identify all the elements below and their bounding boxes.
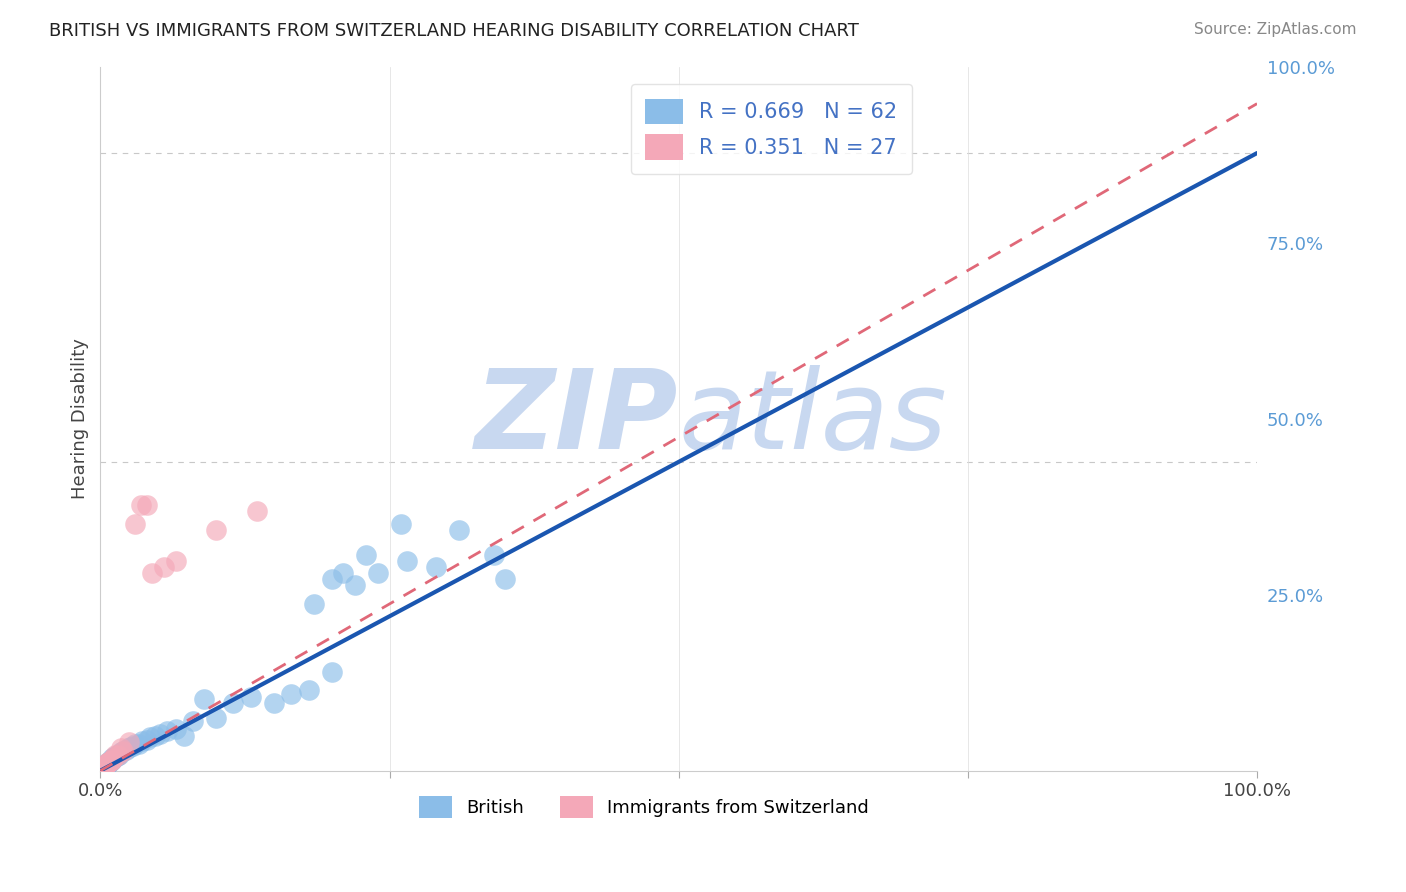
Point [97, 756, 120, 771]
Point [356, 548, 378, 562]
Point [107, 747, 129, 762]
Point [131, 734, 153, 748]
Point [91, 761, 114, 775]
Point [94, 758, 117, 772]
Point [94, 758, 117, 772]
Point [494, 572, 516, 586]
Point [425, 560, 447, 574]
Text: atlas: atlas [679, 365, 948, 472]
Text: ZIP: ZIP [475, 365, 679, 472]
Point [156, 724, 179, 739]
Point [97, 755, 120, 769]
Point [94, 758, 117, 772]
Point [94, 757, 117, 772]
Point [118, 735, 141, 749]
Point [108, 747, 131, 762]
Point [96, 757, 118, 772]
Point [98, 755, 121, 769]
Point [105, 748, 128, 763]
Point [297, 683, 319, 698]
Point [110, 741, 132, 756]
Point [389, 516, 412, 531]
Point [263, 696, 285, 710]
Point [101, 751, 124, 765]
Point [104, 748, 127, 763]
Point [304, 597, 326, 611]
Point [90, 763, 112, 777]
Point [104, 747, 127, 762]
Point [91, 761, 114, 775]
Point [135, 732, 157, 747]
Point [112, 744, 135, 758]
Point [205, 523, 228, 537]
Point [482, 548, 505, 562]
Point [100, 754, 122, 768]
Point [110, 745, 132, 759]
Point [117, 741, 139, 756]
Point [153, 560, 176, 574]
Text: Source: ZipAtlas.com: Source: ZipAtlas.com [1194, 22, 1357, 37]
Point [100, 754, 122, 768]
Point [141, 566, 163, 580]
Point [205, 710, 228, 724]
Point [97, 756, 120, 771]
Point [173, 729, 195, 743]
Point [280, 687, 302, 701]
Point [91, 760, 114, 774]
Point [120, 740, 142, 755]
Point [239, 690, 262, 704]
Point [149, 726, 172, 740]
Point [321, 665, 343, 679]
Point [222, 696, 245, 710]
Point [91, 761, 114, 775]
Point [94, 757, 117, 772]
Point [97, 755, 120, 769]
Point [343, 578, 366, 592]
Point [165, 722, 187, 736]
Point [135, 498, 157, 512]
Y-axis label: Hearing Disability: Hearing Disability [72, 338, 89, 500]
Point [107, 747, 129, 762]
Point [103, 751, 125, 765]
Point [94, 757, 117, 772]
Point [112, 744, 135, 758]
Point [94, 760, 117, 774]
Point [332, 566, 354, 580]
Point [98, 754, 121, 768]
Point [447, 523, 470, 537]
Point [101, 753, 124, 767]
Point [128, 737, 150, 751]
Point [93, 760, 115, 774]
Point [121, 739, 143, 753]
Point [96, 757, 118, 772]
Point [143, 729, 166, 743]
Point [114, 742, 136, 756]
Point [93, 760, 115, 774]
Point [93, 761, 115, 775]
Point [395, 554, 418, 568]
Point [181, 714, 204, 729]
Point [321, 572, 343, 586]
Point [96, 756, 118, 771]
Point [129, 498, 152, 512]
Point [245, 504, 267, 518]
Point [101, 751, 124, 765]
Point [193, 692, 215, 706]
Point [367, 566, 389, 580]
Point [94, 758, 117, 772]
Point [139, 731, 162, 745]
Point [90, 763, 112, 777]
Legend: British, Immigrants from Switzerland: British, Immigrants from Switzerland [412, 789, 876, 825]
Point [124, 737, 146, 751]
Point [101, 751, 124, 765]
Text: BRITISH VS IMMIGRANTS FROM SWITZERLAND HEARING DISABILITY CORRELATION CHART: BRITISH VS IMMIGRANTS FROM SWITZERLAND H… [49, 22, 859, 40]
Point [124, 516, 146, 531]
Point [165, 554, 187, 568]
Point [98, 754, 121, 768]
Point [101, 753, 124, 767]
